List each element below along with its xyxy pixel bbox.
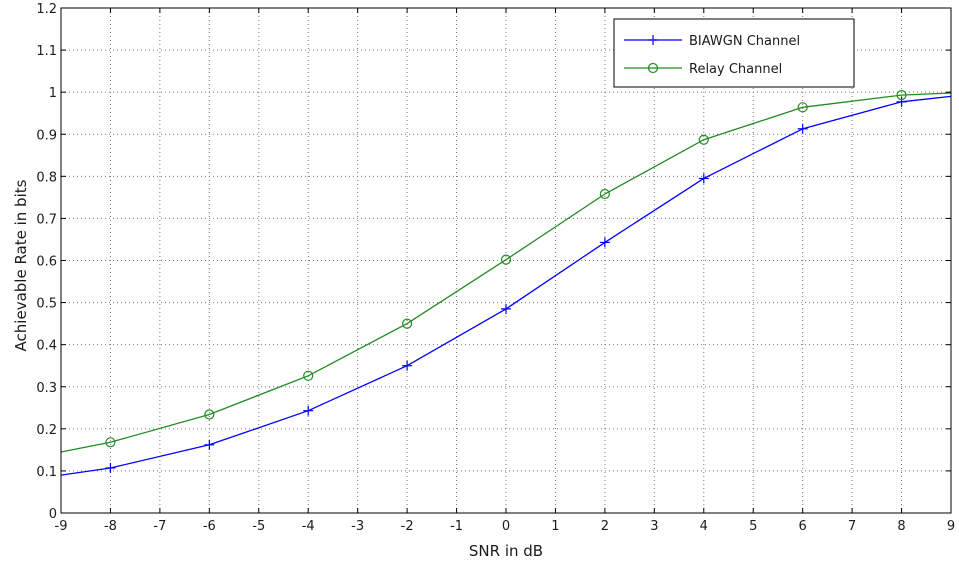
y-tick-label: 1.2	[36, 2, 57, 17]
y-tick-label: 0.3	[36, 381, 57, 396]
x-tick-label: 4	[700, 519, 708, 534]
plus-marker	[896, 96, 907, 107]
series-line	[60, 92, 952, 453]
legend-label: Relay Channel	[689, 62, 782, 77]
x-tick-label: 9	[947, 519, 955, 534]
plus-marker	[303, 405, 314, 416]
circle-marker	[303, 370, 314, 381]
y-tick-label: 0.4	[36, 339, 57, 354]
x-axis-title: SNR in dB	[469, 542, 543, 560]
circle-marker	[105, 437, 116, 448]
y-tick-label: 1.1	[36, 44, 57, 59]
x-tick-label: 5	[749, 519, 757, 534]
y-tick-label: 0.5	[36, 297, 57, 312]
plus-marker	[402, 360, 413, 371]
series-layer	[60, 90, 952, 476]
y-tick-label: 0.8	[36, 170, 57, 185]
legend-label: BIAWGN Channel	[689, 34, 800, 49]
x-tick-label: -7	[153, 519, 166, 534]
plus-marker	[797, 123, 808, 134]
x-tick-label: -6	[203, 519, 216, 534]
circle-marker	[896, 90, 907, 101]
circle-marker	[500, 254, 512, 265]
circle-marker	[204, 409, 215, 420]
x-tick-label: 3	[650, 519, 658, 534]
x-tick-label: -8	[104, 519, 117, 534]
circle-marker	[402, 318, 413, 329]
x-tick-label: -4	[302, 519, 315, 534]
x-tick-label: 1	[551, 519, 559, 534]
y-tick-label: 0.9	[36, 128, 57, 143]
x-tick-label: -9	[55, 519, 68, 534]
x-tick-label: -2	[401, 519, 414, 534]
circle-marker	[797, 102, 808, 113]
legend-item: Relay Channel	[624, 62, 782, 77]
ticks: -9 -8 -7 -6 -5 -4 -3 -2 -1 0 1 2 3 4 5 6 7 8 9 0 0.1 0.2 0.3 0.…	[36, 2, 955, 534]
circle-marker	[599, 188, 610, 200]
x-tick-label: 6	[799, 519, 807, 534]
plus-marker	[648, 35, 658, 45]
plus-marker	[204, 439, 215, 450]
y-tick-label: 0.2	[36, 423, 57, 438]
x-tick-label: -5	[252, 519, 265, 534]
y-axis-title: Achievable Rate in bits	[12, 179, 30, 351]
grid	[61, 8, 951, 513]
x-tick-label: 7	[848, 519, 856, 534]
x-tick-label: -1	[450, 519, 463, 534]
circle-marker	[647, 62, 659, 74]
plus-marker	[105, 462, 116, 473]
x-tick-label: -3	[351, 519, 364, 534]
x-tick-label: 8	[897, 519, 905, 534]
legend-box	[613, 18, 855, 88]
legend: BIAWGN Channel Relay Channel	[613, 18, 855, 88]
y-tick-label: 0	[49, 507, 57, 522]
x-tick-label: 0	[502, 519, 510, 534]
legend-item: BIAWGN Channel	[624, 34, 800, 49]
plus-marker	[698, 173, 709, 184]
plus-marker	[599, 237, 610, 248]
y-tick-label: 0.7	[36, 212, 57, 227]
y-tick-label: 1	[49, 86, 57, 101]
y-tick-label: 0.6	[36, 255, 57, 270]
x-tick-label: 2	[601, 519, 609, 534]
plus-marker	[501, 303, 511, 314]
series-biawgn-channel	[60, 95, 952, 476]
circle-marker	[698, 134, 709, 145]
series-relay-channel	[60, 90, 952, 453]
y-tick-label: 0.1	[36, 465, 57, 480]
